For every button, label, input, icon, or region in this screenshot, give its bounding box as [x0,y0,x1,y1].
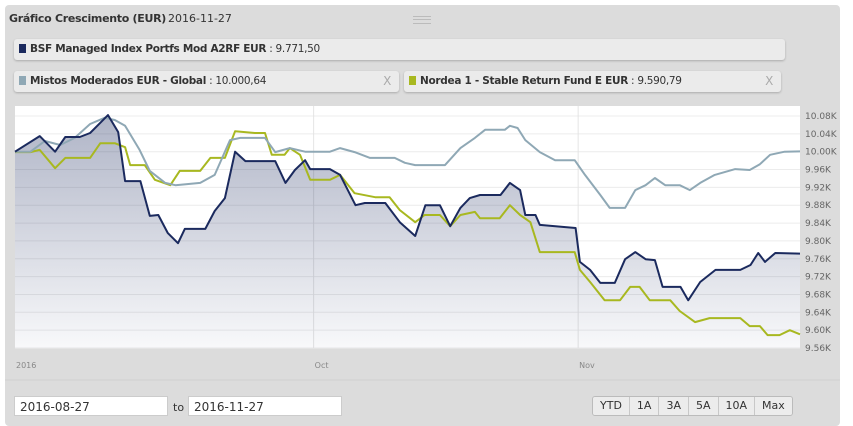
range-buttons: YTD 1A 3A 5A 10A Max [592,396,793,416]
y-tick-label: 9.76K [805,255,832,265]
chart-date: 2016-11-27 [168,12,232,25]
range-button-3a[interactable]: 3A [659,397,689,415]
y-tick-label: 9.96K [805,166,832,176]
range-button-ytd[interactable]: YTD [593,397,630,415]
y-tick-label: 10.04K [805,130,838,140]
drag-handle-icon[interactable] [413,16,431,24]
series-color-swatch [19,76,26,85]
legend-name: Nordea 1 - Stable Return Fund E EUR [420,75,628,87]
y-tick-label: 9.92K [805,183,832,193]
y-tick-label: 9.80K [805,237,832,247]
range-button-1a[interactable]: 1A [629,397,660,415]
y-tick-label: 10.00K [805,148,838,158]
series-color-swatch [19,44,26,53]
range-button-10a[interactable]: 10A [718,397,756,415]
legend-name: Mistos Moderados EUR - Global [30,75,207,87]
series-color-swatch [409,76,416,85]
series-line [15,130,801,337]
x-tick-label: Nov [579,361,595,370]
legend-item-mistos[interactable]: Mistos Moderados EUR - Global : 10.000,6… [14,71,399,92]
remove-series-icon[interactable]: X [765,74,773,88]
legend-value: : 9.590,79 [631,75,682,87]
y-tick-label: 9.64K [805,308,832,318]
legend-item-nordea[interactable]: Nordea 1 - Stable Return Fund E EUR : 9.… [404,71,781,92]
y-tick-label: 9.60K [805,326,832,336]
y-tick-label: 9.72K [805,273,832,283]
legend-item-bsf[interactable]: BSF Managed Index Portfs Mod A2RF EUR : … [14,39,785,60]
y-tick-label: 9.56K [805,344,832,354]
legend-value: : 9.771,50 [269,43,320,55]
y-tick-label: 9.88K [805,201,832,211]
y-tick-label: 10.08K [805,112,838,122]
series-line [15,116,801,209]
end-date-input[interactable]: 2016-11-27 [188,396,342,416]
legend-name: BSF Managed Index Portfs Mod A2RF EUR [30,43,267,55]
range-button-max[interactable]: Max [755,397,792,415]
y-tick-label: 9.84K [805,219,832,229]
to-label: to [173,401,185,414]
x-tick-label: Oct [315,361,329,370]
x-tick-label: 2016 [16,361,36,370]
remove-series-icon[interactable]: X [383,74,391,88]
legend-value: : 10.000,64 [209,75,267,87]
start-date-input[interactable]: 2016-08-27 [14,396,168,416]
range-button-5a[interactable]: 5A [688,397,719,415]
series-line [14,114,801,302]
chart-title: Gráfico Crescimento (EUR) [9,12,167,25]
y-tick-label: 9.68K [805,290,832,300]
series-area [15,115,800,348]
